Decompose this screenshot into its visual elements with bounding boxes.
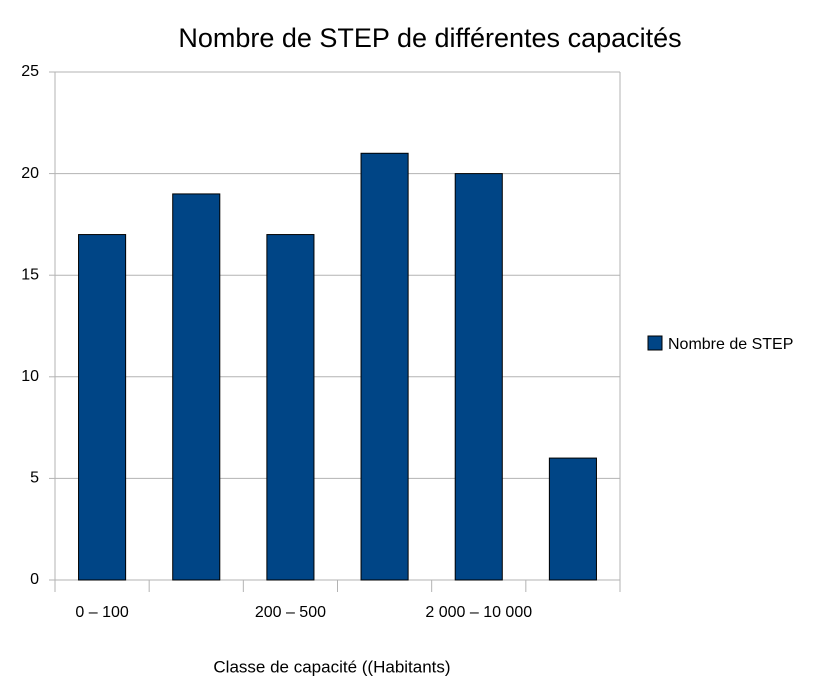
y-tick-label: 15	[21, 266, 39, 283]
x-axis-label: Classe de capacité ((Habitants)	[213, 657, 450, 676]
bar	[454, 173, 503, 581]
x-tick-label: 0 – 100	[75, 604, 128, 621]
bar	[172, 193, 221, 581]
y-tick-label: 25	[21, 63, 39, 80]
legend-label: Nombre de STEP	[668, 336, 793, 353]
x-tick-label: 2 000 – 10 000	[425, 604, 532, 621]
chart-title: Nombre de STEP de différentes capacités	[178, 23, 681, 53]
y-tick-label: 0	[30, 571, 39, 588]
bar	[548, 457, 597, 581]
bar	[360, 152, 409, 581]
bar	[266, 234, 315, 581]
y-tick-label: 5	[30, 470, 39, 487]
x-tick-label: 200 – 500	[255, 604, 326, 621]
bar	[78, 234, 127, 581]
y-tick-label: 10	[21, 368, 39, 385]
y-tick-label: 20	[21, 165, 39, 182]
legend-swatch	[647, 335, 663, 351]
